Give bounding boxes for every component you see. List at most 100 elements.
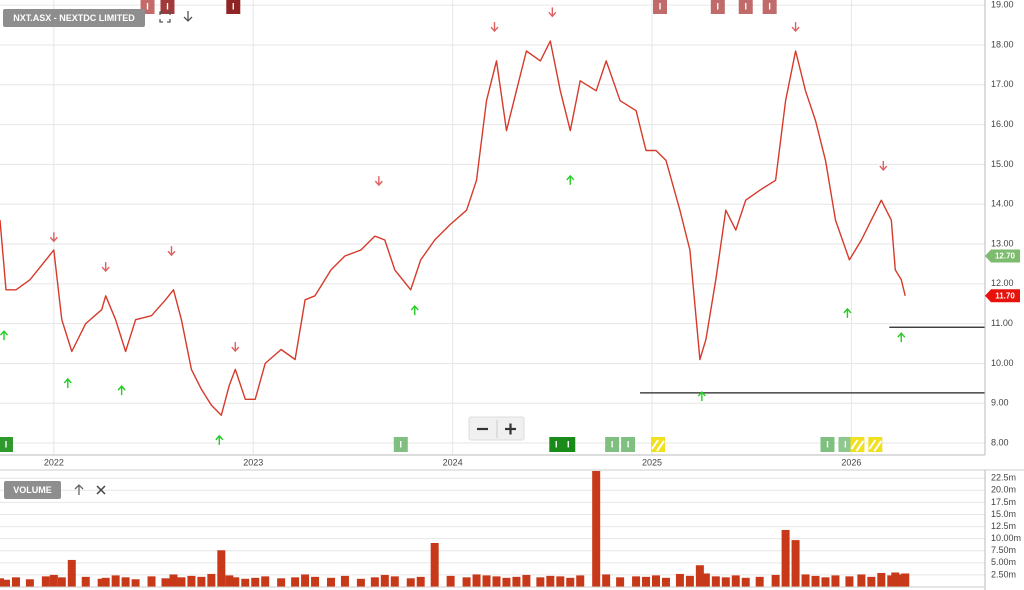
- y-tick-label: 12.00: [991, 278, 1014, 288]
- volume-bar: [225, 575, 234, 587]
- price-tag-label: 12.70: [995, 252, 1016, 261]
- signal-arrow: [410, 305, 419, 316]
- volume-bar: [49, 574, 58, 587]
- volume-bar: [462, 577, 471, 587]
- event-badge[interactable]: [710, 0, 725, 14]
- event-badge[interactable]: [393, 437, 408, 452]
- move-up-icon[interactable]: [74, 484, 84, 495]
- signal-arrow: [843, 307, 852, 318]
- event-badge[interactable]: [850, 437, 865, 452]
- volume-bar: [546, 575, 555, 587]
- event-badge-label: I: [5, 439, 8, 449]
- event-badge[interactable]: [0, 437, 13, 452]
- volume-bar: [111, 575, 120, 587]
- event-badge-label: I: [717, 1, 720, 11]
- event-badge-label: I: [232, 1, 235, 11]
- volume-bar: [652, 575, 661, 587]
- overlay-layer: 8.00 9.00 10.00 11.00 12.00 13.00 14.00 15.00 16…: [0, 0, 1021, 579]
- event-badge[interactable]: [652, 0, 667, 14]
- download-icon[interactable]: [183, 11, 193, 22]
- event-badge[interactable]: [868, 437, 883, 452]
- signal-arrow: [167, 246, 176, 257]
- fullscreen-icon[interactable]: [159, 11, 171, 23]
- event-badge[interactable]: [226, 0, 241, 14]
- y-tick-label: 14.00: [991, 199, 1014, 209]
- volume-tick-label: 22.5m: [991, 473, 1016, 483]
- price-line: [0, 40, 906, 416]
- volume-tick-label: 15.0m: [991, 509, 1016, 519]
- y-tick-label: 9.00: [991, 398, 1009, 408]
- volume-bar: [390, 576, 399, 587]
- signal-arrow: [63, 377, 72, 388]
- volume-bar: [512, 576, 521, 587]
- event-badge[interactable]: [549, 437, 564, 452]
- volume-bar: [522, 574, 531, 587]
- volume-bar: [482, 575, 491, 587]
- y-tick-label: 19.00: [991, 0, 1014, 10]
- volume-bar: [370, 577, 379, 587]
- volume-bar: [857, 574, 866, 587]
- event-badge-label: I: [744, 1, 747, 11]
- volume-tick-label: 20.0m: [991, 485, 1016, 495]
- volume-bar: [877, 572, 886, 587]
- y-tick-label: 18.00: [991, 39, 1014, 49]
- event-badge-label: I: [826, 439, 829, 449]
- volume-bar: [311, 576, 320, 587]
- event-badge[interactable]: [820, 437, 835, 452]
- volume-bar: [67, 559, 76, 587]
- symbol-badge[interactable]: [3, 9, 145, 27]
- volume-badge[interactable]: [4, 481, 61, 499]
- event-badge[interactable]: [621, 437, 636, 452]
- event-badge[interactable]: [160, 0, 175, 14]
- volume-bar: [602, 574, 611, 587]
- event-badge[interactable]: [762, 0, 777, 14]
- volume-tick-label: 7.50m: [991, 545, 1016, 555]
- close-icon[interactable]: [96, 485, 106, 495]
- signal-arrow: [0, 330, 9, 341]
- signal-arrow: [117, 385, 126, 396]
- volume-bar: [821, 577, 830, 587]
- volume-bar: [301, 574, 310, 587]
- volume-bar: [81, 576, 90, 587]
- signal-arrow: [791, 22, 800, 33]
- event-badge[interactable]: [838, 437, 853, 452]
- event-badge[interactable]: [561, 437, 576, 452]
- volume-bar: [291, 577, 300, 587]
- volume-bar: [356, 578, 365, 587]
- volume-bar: [675, 573, 684, 587]
- event-badge-label: I: [768, 1, 771, 11]
- volume-bar: [1, 579, 10, 587]
- event-badge[interactable]: [738, 0, 753, 14]
- y-tick-label: 8.00: [991, 437, 1009, 447]
- data-layer: [0, 7, 985, 587]
- volume-bar: [326, 577, 335, 587]
- signal-arrow: [879, 160, 888, 172]
- event-badge-stripes: [868, 439, 883, 452]
- price-tag: [985, 289, 1020, 303]
- signal-arrow: [215, 434, 224, 445]
- event-badge[interactable]: [605, 437, 620, 452]
- volume-tick-label: 10.00m: [991, 533, 1021, 543]
- volume-bar: [340, 575, 349, 587]
- volume-bar: [721, 577, 730, 587]
- volume-bar: [711, 576, 720, 587]
- event-badge[interactable]: [650, 437, 665, 452]
- event-badge-stripes: [850, 439, 865, 452]
- event-badge-label: I: [567, 439, 570, 449]
- event-badge-label: I: [400, 439, 403, 449]
- zoom-in-button[interactable]: [505, 423, 516, 435]
- volume-bar: [685, 575, 694, 587]
- volume-bar: [207, 573, 216, 587]
- y-tick-label: 11.00: [991, 318, 1013, 328]
- event-badge-label: I: [627, 439, 630, 449]
- volume-title: VOLUME: [13, 485, 52, 495]
- event-badge-stripes: [651, 439, 665, 452]
- volume-bar: [791, 540, 800, 587]
- signal-arrow: [697, 391, 706, 402]
- volume-bar: [11, 577, 20, 587]
- price-tag-label: 11.70: [995, 291, 1015, 300]
- volume-bar: [25, 579, 34, 587]
- signal-arrow: [374, 176, 383, 187]
- signal-arrow: [231, 342, 240, 353]
- volume-bar: [556, 576, 565, 587]
